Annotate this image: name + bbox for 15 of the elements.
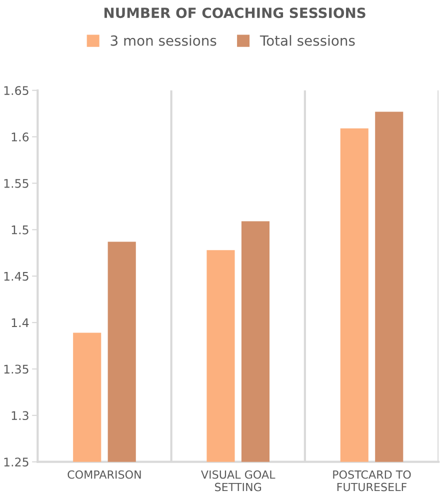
y-tick-label: 1.25 [4,458,28,466]
legend-label: 3 mon sessions [110,35,216,46]
y-tick-label: 1.45 [4,272,28,281]
y-tick-label: 1.35 [4,364,28,374]
chart-title: NUMBER OF COACHING SESSIONS [104,8,366,18]
y-tick-label: 1.6 [12,132,29,142]
x-tick-label: COMPARISON [68,470,141,479]
y-tick-label: 1.5 [12,226,28,234]
y-tick-label: 1.3 [12,411,28,420]
legend-label: Total sessions [260,35,355,46]
y-tick-label: 1.55 [4,179,28,188]
y-tick-label: 1.4 [12,318,29,328]
x-tick-label: VISUAL GOAL SETTING [201,470,276,492]
y-tick-label: 1.65 [4,86,28,96]
x-tick-label: POSTCARD TO FUTURESELF [333,470,411,492]
